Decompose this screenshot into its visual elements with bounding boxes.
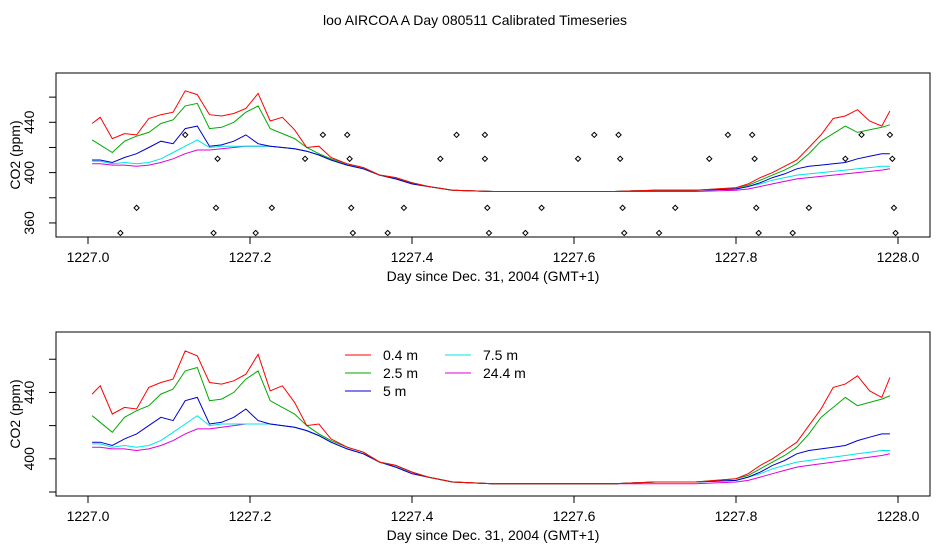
top-scatter-point <box>842 155 849 163</box>
top-scatter-point <box>751 155 758 163</box>
top-scatter-point <box>705 155 713 163</box>
top-scatter-point <box>671 204 679 212</box>
top-scatter-point <box>655 229 663 237</box>
top-scatter-point <box>620 229 628 237</box>
top-scatter-point <box>384 229 392 237</box>
top-scatter-point <box>889 155 896 163</box>
top-x-tick-label: 1227.4 <box>391 249 434 265</box>
top-scatter-point <box>748 131 756 139</box>
top-scatter-point <box>522 229 529 237</box>
bottom-x-axis-label: Day since Dec. 31, 2004 (GMT+1) <box>387 527 600 543</box>
top-series-line-5-m <box>92 125 890 192</box>
top-scatter-point <box>400 204 408 212</box>
top-scatter-point <box>117 229 124 237</box>
top-x-axis-label: Day since Dec. 31, 2004 (GMT+1) <box>387 268 600 284</box>
top-scatter-point <box>252 229 259 237</box>
top-scatter-point <box>805 204 813 212</box>
top-scatter-point <box>789 229 797 237</box>
top-y-tick-label: 400 <box>21 161 37 185</box>
bottom-y-tick-label: 440 <box>21 381 37 405</box>
top-y-tick-label: 360 <box>21 211 37 235</box>
bottom-x-tick-label: 1227.4 <box>391 508 434 524</box>
top-scatter-point <box>615 131 622 139</box>
legend-label: 7.5 m <box>483 347 518 363</box>
top-scatter-point <box>301 155 309 163</box>
bottom-series-group <box>91 350 891 485</box>
top-scatter-point <box>616 155 624 163</box>
chart-panel-bottom: 1227.0 1227.2 1227.4 1227.6 1227.8 1228.0 400 4… <box>7 331 931 543</box>
legend-label: 24.4 m <box>483 365 526 381</box>
top-y-tick-label: 440 <box>21 110 37 134</box>
top-scatter-point <box>347 204 355 212</box>
top-scatter-point <box>343 131 351 139</box>
top-x-tick-label: 1227.0 <box>67 249 110 265</box>
top-x-tick-label: 1228.0 <box>877 249 920 265</box>
top-series-line-24-4-m <box>92 145 890 192</box>
top-scatter-point <box>437 155 444 163</box>
bottom-series-line-24-4-m <box>92 423 891 485</box>
top-scatter-point <box>453 131 460 139</box>
legend-label: 5 m <box>383 383 406 399</box>
top-scatter-point <box>210 229 217 237</box>
top-scatter-point <box>214 155 221 163</box>
top-scatter-point <box>858 131 865 139</box>
top-x-tick-label: 1227.6 <box>553 249 596 265</box>
top-scatter-point <box>886 131 894 139</box>
legend-label: 2.5 m <box>383 365 418 381</box>
top-scatter-point <box>752 204 760 212</box>
top-scatter-point <box>133 204 140 212</box>
bottom-plot-frame <box>55 331 931 497</box>
top-scatter-point <box>619 204 626 212</box>
bottom-series-line-7-5-m <box>92 415 890 485</box>
top-scatter-point <box>319 131 327 139</box>
top-scatter-point <box>181 131 189 139</box>
top-scatter-point <box>724 131 732 139</box>
legend-label: 0.4 m <box>383 347 418 363</box>
top-x-tick-label: 1227.2 <box>229 249 272 265</box>
top-scatter-point <box>349 229 357 237</box>
bottom-x-tick-label: 1227.6 <box>553 508 596 524</box>
top-scatter-point <box>538 204 545 212</box>
top-series-group <box>91 90 891 192</box>
bottom-series-line-5-m <box>92 396 890 485</box>
top-scatter-point <box>890 204 898 212</box>
bottom-x-tick-label: 1227.2 <box>229 508 272 524</box>
top-scatter-point <box>212 204 220 212</box>
top-scatter-point <box>574 155 582 163</box>
top-scatter-point <box>590 131 598 139</box>
bottom-series-line-0-4-m <box>91 350 891 485</box>
bottom-y-axis-label: CO2 (ppm) <box>7 379 23 448</box>
top-series-line-7-5-m <box>92 139 890 192</box>
figure-title: loo AIRCOA A Day 080511 Calibrated Times… <box>323 12 627 28</box>
top-scatter-point <box>892 229 899 237</box>
top-scatter-point <box>268 204 276 212</box>
top-scatter-point <box>346 155 353 163</box>
bottom-x-tick-label: 1228.0 <box>877 508 920 524</box>
top-series-line-0-4-m <box>91 90 891 192</box>
top-scatter-point <box>481 131 489 139</box>
top-scatter-point <box>484 204 491 212</box>
top-scatter-point <box>755 229 762 237</box>
chart-panel-top: 1227.0 1227.2 1227.4 1227.6 1227.8 1228.0 360 4… <box>7 72 931 284</box>
top-plot-frame <box>55 72 931 238</box>
top-scatter-point <box>485 229 493 237</box>
top-x-tick-label: 1227.8 <box>715 249 758 265</box>
bottom-x-tick-label: 1227.0 <box>67 508 110 524</box>
bottom-y-tick-label: 400 <box>21 447 37 471</box>
top-scatter-point <box>481 155 489 163</box>
top-y-axis-label: CO2 (ppm) <box>7 120 23 189</box>
bottom-x-tick-label: 1227.8 <box>715 508 758 524</box>
